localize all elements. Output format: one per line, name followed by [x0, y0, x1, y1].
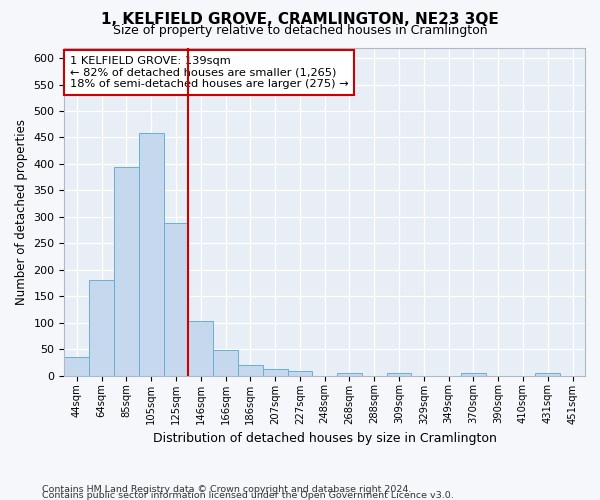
Text: 1, KELFIELD GROVE, CRAMLINGTON, NE23 3QE: 1, KELFIELD GROVE, CRAMLINGTON, NE23 3QE: [101, 12, 499, 28]
Bar: [139, 133, 164, 376]
Text: Contains HM Land Registry data © Crown copyright and database right 2024.: Contains HM Land Registry data © Crown c…: [42, 484, 412, 494]
Bar: [238, 365, 263, 376]
Bar: [386, 373, 412, 376]
Bar: [337, 373, 362, 376]
Bar: [89, 280, 114, 376]
Bar: [535, 373, 560, 376]
Bar: [188, 321, 213, 376]
X-axis label: Distribution of detached houses by size in Cramlington: Distribution of detached houses by size …: [153, 432, 497, 445]
Bar: [114, 167, 139, 376]
Bar: [287, 372, 313, 376]
Bar: [213, 350, 238, 376]
Y-axis label: Number of detached properties: Number of detached properties: [15, 118, 28, 304]
Text: Size of property relative to detached houses in Cramlington: Size of property relative to detached ho…: [113, 24, 487, 37]
Text: Contains public sector information licensed under the Open Government Licence v3: Contains public sector information licen…: [42, 491, 454, 500]
Bar: [461, 373, 486, 376]
Bar: [64, 357, 89, 376]
Bar: [263, 369, 287, 376]
Bar: [164, 223, 188, 376]
Text: 1 KELFIELD GROVE: 139sqm
← 82% of detached houses are smaller (1,265)
18% of sem: 1 KELFIELD GROVE: 139sqm ← 82% of detach…: [70, 56, 348, 89]
